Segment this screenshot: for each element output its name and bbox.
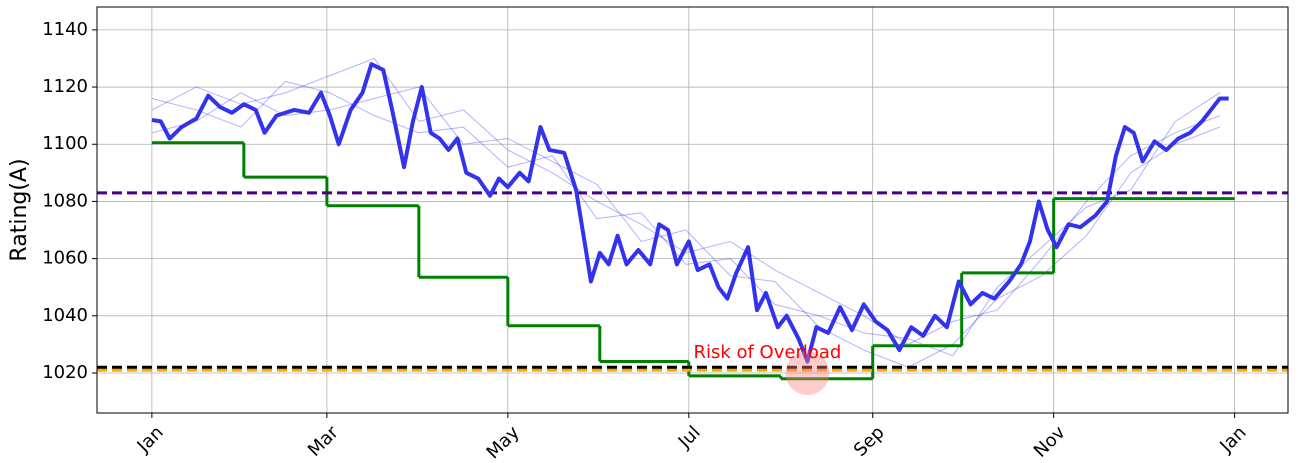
annotation: Risk of Overload — [693, 342, 841, 363]
y-tick-label: 1100 — [42, 133, 88, 154]
x-tick-label: Jul — [674, 422, 705, 453]
x-tick-label: Jan — [1215, 422, 1250, 457]
data-line — [151, 62, 1229, 364]
x-tick-label: Mar — [304, 422, 343, 461]
y-tick-label: 1120 — [42, 76, 88, 97]
marks — [97, 57, 1288, 395]
data-line — [151, 57, 1220, 345]
x-tick-label: Jan — [133, 422, 168, 457]
y-tick-label: 1060 — [42, 248, 88, 269]
y-tick-label: 1040 — [42, 305, 88, 326]
data-line — [151, 80, 1221, 357]
risk-marker — [785, 350, 830, 395]
x-tick-label: May — [483, 422, 524, 463]
plot-frame — [96, 6, 1289, 414]
y-tick-label: 1140 — [42, 19, 88, 40]
labels: 1020 1040 1060 1080 1100 1120 1140 Jan Mar May Jul… — [42, 19, 1250, 463]
y-tick-label: 1080 — [42, 190, 88, 211]
x-tick-label: Nov — [1030, 422, 1070, 462]
y-tick-label: 1020 — [42, 362, 88, 383]
grid — [92, 7, 1288, 418]
data-line — [151, 86, 1220, 368]
x-tick-label: Sep — [850, 422, 889, 461]
y-axis-label: Rating(A) — [7, 158, 32, 261]
